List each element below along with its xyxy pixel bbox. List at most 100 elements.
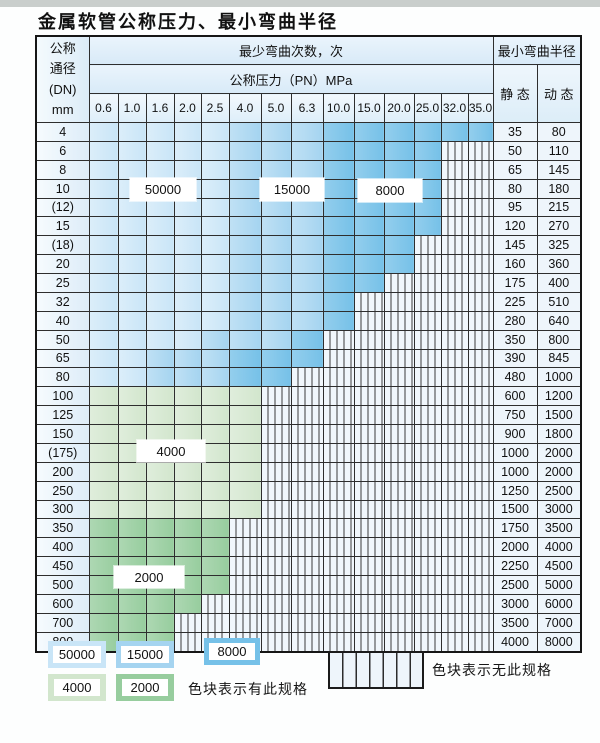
pressure-tick: 10.0: [322, 93, 355, 123]
legend-no-spec-text: 色块表示无此规格: [432, 662, 552, 678]
spec-cell: [200, 310, 230, 331]
legend-swatch-label: 2000: [122, 679, 168, 696]
no-spec-cell: [413, 405, 442, 425]
spec-cell: [200, 122, 230, 142]
spec-cell: [117, 593, 147, 614]
no-spec-cell: [290, 575, 324, 595]
spec-cell: [353, 122, 385, 142]
spec-cell: [117, 197, 147, 218]
no-spec-cell: [228, 593, 262, 614]
dynamic-value-cell: 640: [536, 310, 582, 331]
no-spec-cell: [260, 518, 292, 539]
no-spec-cell: [353, 480, 385, 501]
no-spec-cell: [322, 537, 355, 558]
spec-cell: [383, 140, 415, 161]
no-spec-cell: [413, 310, 442, 331]
spec-cell: [322, 235, 355, 256]
spec-cell: [260, 291, 292, 312]
no-spec-cell: [322, 386, 355, 407]
no-spec-cell: [440, 159, 469, 180]
spec-cell: [322, 122, 355, 142]
spec-cell: [88, 273, 119, 293]
table-row: 100 600 1200: [35, 386, 582, 407]
no-spec-cell: [383, 424, 415, 444]
no-spec-cell: [440, 461, 469, 482]
no-spec-cell: [290, 499, 324, 520]
spec-cell: [173, 348, 202, 369]
spec-cell: [260, 273, 292, 293]
pressure-tick: 32.0: [440, 93, 469, 123]
no-spec-cell: [440, 273, 469, 293]
no-spec-cell: [413, 386, 442, 407]
dn-cell: 250: [35, 480, 90, 501]
no-spec-cell: [290, 631, 324, 653]
table-row: (18) 145 325: [35, 235, 582, 256]
spec-cell: [173, 593, 202, 614]
spec-cell: [88, 329, 119, 350]
no-spec-cell: [440, 235, 469, 256]
dn-cell: 32: [35, 291, 90, 312]
no-spec-cell: [440, 499, 469, 520]
no-spec-cell: [467, 575, 494, 595]
spec-cell: [88, 348, 119, 369]
no-spec-cell: [413, 348, 442, 369]
dynamic-value-cell: 800: [536, 329, 582, 350]
spec-cell: [173, 405, 202, 425]
static-value-cell: 2500: [492, 575, 538, 595]
spec-cell: [260, 348, 292, 369]
no-spec-cell: [260, 386, 292, 407]
spec-cell: [145, 348, 175, 369]
no-spec-cell: [383, 631, 415, 653]
dynamic-value-cell: 7000: [536, 612, 582, 633]
spec-cell: [200, 405, 230, 425]
dn-cell: 350: [35, 518, 90, 539]
dn-cell: 20: [35, 254, 90, 274]
spec-cell: [173, 197, 202, 218]
spec-cell: [200, 273, 230, 293]
spec-cell: [383, 216, 415, 237]
no-spec-cell: [467, 424, 494, 444]
spec-cell: [117, 122, 147, 142]
spec-cell: [200, 386, 230, 407]
spec-cell: [173, 424, 202, 444]
no-spec-cell: [228, 556, 262, 576]
spec-cell: [200, 291, 230, 312]
spec-cell: [228, 159, 262, 180]
dynamic-value-cell: 510: [536, 291, 582, 312]
no-spec-cell: [383, 556, 415, 576]
dn-cell: (12): [35, 197, 90, 218]
no-spec-cell: [383, 518, 415, 539]
spec-cell: [145, 235, 175, 256]
top-gray-strip: [0, 0, 600, 7]
spec-cell: [88, 405, 119, 425]
no-spec-cell: [322, 405, 355, 425]
dn-column-header: 公称 通径 (DN) mm: [35, 35, 90, 123]
spec-cell: [145, 537, 175, 558]
spec-cell: [200, 329, 230, 350]
no-spec-cell: [467, 178, 494, 199]
spec-cell: [173, 254, 202, 274]
spec-cell: [173, 367, 202, 388]
spec-cell: [200, 556, 230, 576]
table-row: 6 50 110: [35, 140, 582, 161]
no-spec-cell: [353, 424, 385, 444]
no-spec-cell: [467, 480, 494, 501]
spec-cell: [413, 122, 442, 142]
no-spec-cell: [467, 159, 494, 180]
spec-cell: [200, 254, 230, 274]
no-spec-cell: [228, 518, 262, 539]
no-spec-cell: [413, 442, 442, 463]
table-row: 40 280 640: [35, 310, 582, 331]
spec-cell: [290, 140, 324, 161]
table-row: 4 35 80: [35, 122, 582, 142]
dynamic-value-cell: 845: [536, 348, 582, 369]
no-spec-cell: [353, 442, 385, 463]
no-spec-cell: [467, 235, 494, 256]
spec-cell: [88, 461, 119, 482]
no-spec-cell: [383, 575, 415, 595]
no-spec-cell: [440, 405, 469, 425]
no-spec-cell: [413, 329, 442, 350]
no-spec-cell: [440, 386, 469, 407]
legend-swatch-label: 4000: [54, 679, 100, 696]
no-spec-cell: [383, 386, 415, 407]
